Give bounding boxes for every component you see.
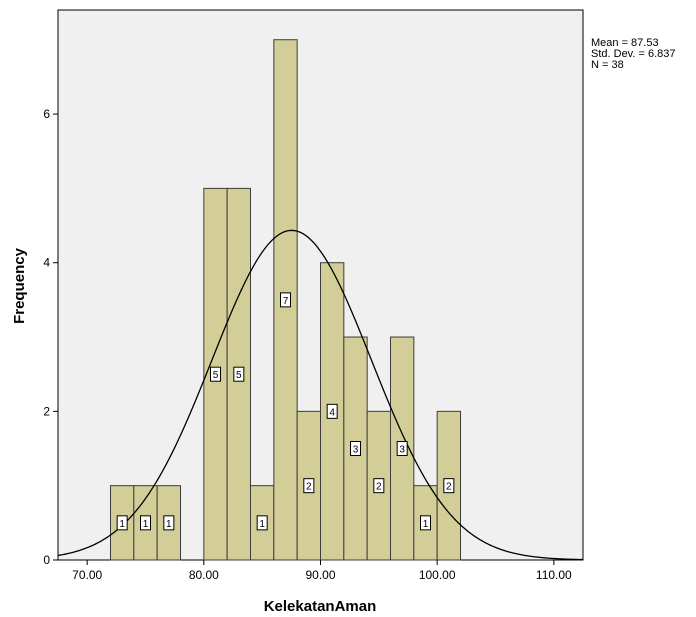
bar-count-label: 3 xyxy=(396,441,408,457)
stat-std-dev: Std. Dev. = 6.837 xyxy=(591,48,676,60)
bar-count-label-text: 1 xyxy=(423,519,429,530)
bar-count-label: 1 xyxy=(420,515,431,531)
x-tick-label: 110.00 xyxy=(536,568,572,582)
bar-count-label-text: 3 xyxy=(399,445,405,456)
y-tick-label: 2 xyxy=(43,404,50,418)
bar-count-label: 4 xyxy=(326,403,338,419)
axes-group: 70.00 80.00 90.00 100.00 110.00 0 2 4 6 xyxy=(43,107,572,582)
normal-curve xyxy=(57,229,584,561)
bar-count-label: 2 xyxy=(443,478,455,494)
stat-mean: Mean = 87.53 xyxy=(591,37,659,49)
bar-count-label-box xyxy=(350,441,361,457)
y-tick-label: 6 xyxy=(43,107,50,121)
x-axis-title: KelekatanAman xyxy=(264,598,377,615)
bar-count-label-text: 5 xyxy=(236,370,242,381)
bar-count-label-box xyxy=(163,515,175,531)
bar-count-label-box xyxy=(373,478,385,494)
bar-count-label: 1 xyxy=(140,515,151,531)
data-labels-group: 1 1 1 5 5 1 7 2 4 3 2 3 1 2 xyxy=(116,292,455,531)
bar-count-label-box xyxy=(443,478,455,494)
bar-count-label: 2 xyxy=(303,478,315,494)
x-tick-label: 70.00 xyxy=(72,568,102,582)
bar-count-label-text: 3 xyxy=(353,445,359,456)
bar-count-label: 5 xyxy=(233,366,245,382)
bar-count-label-box xyxy=(116,515,128,531)
bar-count-label: 2 xyxy=(373,478,385,494)
bar-count-label-box xyxy=(326,403,338,419)
bar-count-label-text: 1 xyxy=(259,519,265,530)
bar-count-label-box xyxy=(303,478,315,494)
bar-count-label-text: 5 xyxy=(213,370,219,381)
stat-n: N = 38 xyxy=(591,59,624,71)
bar-count-label: 7 xyxy=(280,292,291,308)
x-tick-label: 80.00 xyxy=(189,568,219,582)
bar-count-label-text: 2 xyxy=(306,482,312,493)
bar-count-label: 1 xyxy=(116,515,128,531)
y-tick-label: 0 xyxy=(43,553,50,567)
bar-count-label-box xyxy=(256,515,268,531)
y-axis-title: Frequency xyxy=(11,247,28,324)
bar-count-label-text: 2 xyxy=(446,482,452,493)
bar-count-label-text: 1 xyxy=(166,519,172,530)
bar-count-label: 1 xyxy=(256,515,268,531)
y-tick-label: 4 xyxy=(43,256,50,270)
bar-count-label-box xyxy=(420,515,431,531)
bar-count-label-box xyxy=(233,366,245,382)
bar-count-label-text: 7 xyxy=(283,296,289,307)
x-tick-label: 100.00 xyxy=(419,568,456,582)
bar-count-label-box xyxy=(396,441,408,457)
bar-count-label: 5 xyxy=(210,366,221,382)
bar-count-label: 1 xyxy=(163,515,175,531)
bar-count-label-text: 4 xyxy=(329,407,335,418)
bar-count-label-text: 1 xyxy=(119,519,125,530)
bar-count-label-box xyxy=(140,515,151,531)
bar-count-label: 3 xyxy=(350,441,361,457)
bar-count-label-text: 1 xyxy=(143,519,149,530)
x-tick-label: 90.00 xyxy=(305,568,335,582)
bar-count-label-box xyxy=(210,366,221,382)
summary-stats: Mean = 87.53 Std. Dev. = 6.837 N = 38 xyxy=(591,38,676,71)
bar-count-label-box xyxy=(280,292,291,308)
bar-count-label-text: 2 xyxy=(376,482,382,493)
